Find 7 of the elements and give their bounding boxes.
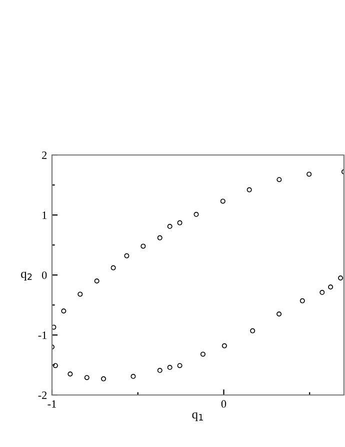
y-tick-label: -1 (38, 332, 46, 339)
y-tick-label: 1 (42, 212, 46, 219)
y-tick-label: 2 (42, 151, 47, 159)
y-tick-label: 0 (42, 271, 47, 279)
y-tick-label: -2 (38, 391, 47, 399)
x-axis-title: q$_{1}$ (192, 412, 203, 422)
y-axis-title: q$_{2}$ (21, 272, 32, 280)
